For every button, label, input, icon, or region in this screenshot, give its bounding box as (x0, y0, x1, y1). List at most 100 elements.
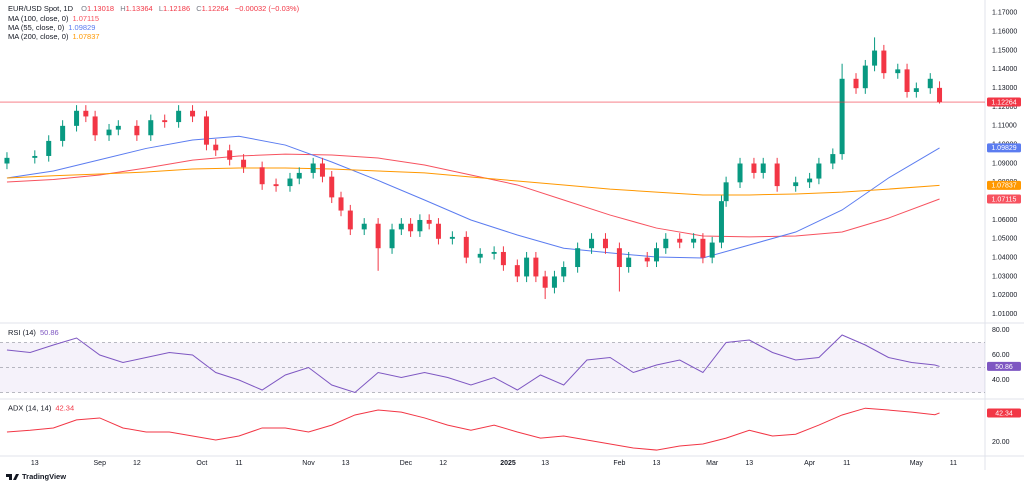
candle-body (417, 219, 423, 232)
x-tick-label: Feb (613, 460, 625, 467)
y-tick-label: 1.15000 (992, 47, 1017, 54)
candle-body (542, 276, 548, 288)
candle-body (115, 125, 121, 130)
y-tick-label: 1.05000 (992, 236, 1017, 243)
y-tick-label: 1.11000 (992, 123, 1017, 130)
y-tick-label: 60.00 (992, 352, 1010, 359)
x-tick-label: 12 (439, 460, 447, 467)
x-tick-label: Apr (804, 460, 816, 467)
candle-body (398, 223, 404, 230)
x-tick-label: 11 (843, 460, 850, 467)
candle-body (338, 197, 344, 211)
candle-body (227, 150, 233, 160)
legend-entry: MA (100, close, 0) 1.07115 (8, 14, 99, 23)
change: −0.00032 (−0.03%) (235, 4, 300, 13)
y-tick-label: 40.00 (992, 377, 1010, 384)
candle-body (677, 238, 683, 243)
candle-body (4, 157, 10, 164)
high-value: 1.13364 (126, 4, 153, 13)
candle-body (904, 69, 910, 92)
candle-body (213, 144, 219, 151)
y-tick-label: 1.03000 (992, 273, 1017, 280)
candle-body (74, 110, 80, 126)
x-tick-label: 11 (235, 460, 242, 467)
y-tick-label: 1.16000 (992, 29, 1017, 36)
candle-body (375, 223, 381, 249)
candle-body (477, 253, 483, 258)
candle-body (83, 110, 89, 117)
indicator-value-label-box (987, 408, 1021, 418)
open-label: O (81, 4, 87, 13)
candle-body (839, 78, 845, 155)
candle-body (162, 120, 168, 123)
candle-body (319, 163, 325, 177)
candle-body (700, 238, 706, 258)
candle-body (389, 229, 395, 249)
symbol-header: EUR/USD Spot, 1D O1.13018 H1.13364 L1.12… (8, 4, 300, 13)
candle-body (881, 50, 887, 74)
last-price-label: 1.12264 (991, 99, 1016, 106)
legend-name: MA (55, close, 0) (8, 23, 65, 32)
legend-entry: MA (200, close, 0) 1.07837 (8, 32, 100, 41)
x-tick-label: 13 (31, 460, 39, 467)
symbol: EUR/USD Spot, 1D (8, 4, 74, 13)
candle-body (654, 248, 660, 262)
candle-body (533, 257, 539, 277)
candle-body (862, 65, 868, 89)
y-tick-label: 1.01000 (992, 311, 1017, 318)
x-tick-label: 12 (133, 460, 141, 467)
candle-body (561, 267, 567, 277)
brand[interactable]: TradingView (6, 472, 66, 481)
last-price-label-box (987, 97, 1021, 107)
pane-title-name: ADX (14, 14) (8, 403, 52, 412)
candle-body (853, 78, 859, 89)
candle-body (514, 265, 520, 277)
pane-title: ADX (14, 14) 42.34 (8, 403, 74, 412)
indicator-value-label-box (987, 361, 1021, 371)
candle-body (32, 155, 38, 158)
y-tick-label: 1.17000 (992, 10, 1017, 17)
ma-value-label: 1.07115 (992, 196, 1017, 203)
candle-body (46, 140, 52, 156)
y-tick-label: 20.00 (992, 439, 1010, 446)
candle-body (913, 88, 919, 92)
y-tick-label: 1.12000 (992, 104, 1017, 111)
indicator-line (6, 334, 940, 394)
candle-body (190, 110, 196, 117)
indicator-value-label: 50.86 (995, 364, 1013, 371)
candle-body (644, 257, 650, 262)
legend-entry: MA (55, close, 0) 1.09829 (8, 23, 95, 32)
x-tick-label: 13 (745, 460, 753, 467)
candle-body (449, 236, 455, 239)
candle-body (575, 248, 581, 268)
x-tick-label: 13 (653, 460, 661, 467)
candle-body (751, 163, 757, 173)
pane-title-value: 42.34 (55, 403, 74, 412)
y-tick-label: 80.00 (992, 327, 1010, 334)
candle-body (273, 184, 279, 187)
ma-value-label-box (987, 194, 1021, 204)
x-tick-label: Mar (706, 460, 719, 467)
moving-average-line (6, 135, 940, 259)
y-tick-label: 1.02000 (992, 292, 1017, 299)
overlay: EUR/USD Spot, 1D O1.13018 H1.13364 L1.12… (6, 4, 300, 481)
candle-body (551, 276, 557, 288)
candle-body (774, 163, 780, 187)
x-tick-label: 13 (541, 460, 549, 467)
low-label: L (159, 4, 163, 13)
candle-body (807, 178, 813, 183)
candle-body (296, 172, 302, 179)
candle-body (709, 242, 715, 258)
candle-body (491, 251, 497, 254)
candle-body (176, 110, 182, 123)
candle-body (602, 238, 608, 249)
candle-body (691, 238, 697, 243)
ma-value-label: 1.09829 (991, 145, 1016, 152)
candle-body (361, 223, 367, 230)
candle-body (60, 125, 66, 141)
candle-body (500, 251, 506, 266)
pane-title-name: RSI (14) (8, 328, 36, 337)
candle-body (524, 257, 530, 277)
ma-value-label-box (987, 143, 1021, 153)
